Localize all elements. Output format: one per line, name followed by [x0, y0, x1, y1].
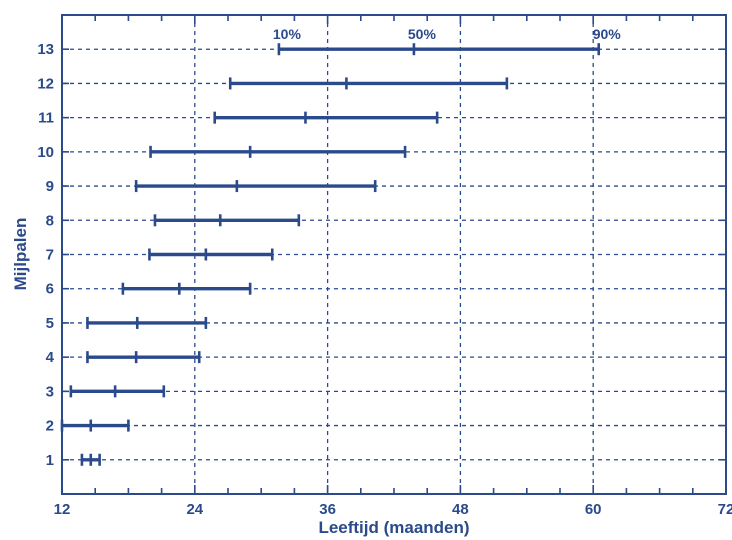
- y-tick-label: 9: [46, 178, 54, 195]
- percentile-label: 10%: [273, 26, 302, 42]
- x-axis-label: Leeftijd (maanden): [318, 518, 469, 537]
- percentile-label: 90%: [593, 26, 622, 42]
- x-tick-label: 60: [585, 501, 602, 518]
- y-tick-label: 5: [46, 315, 54, 332]
- y-tick-label: 13: [37, 41, 54, 58]
- y-tick-label: 4: [46, 349, 55, 366]
- x-tick-label: 36: [319, 501, 336, 518]
- y-tick-label: 1: [46, 452, 54, 469]
- y-tick-label: 12: [37, 75, 54, 92]
- x-tick-label: 24: [186, 501, 203, 518]
- x-tick-label: 72: [718, 501, 732, 518]
- y-tick-label: 3: [46, 383, 54, 400]
- y-axis-label: Mijlpalen: [11, 218, 30, 291]
- y-tick-label: 11: [38, 110, 54, 127]
- x-tick-label: 48: [452, 501, 469, 518]
- y-tick-label: 10: [37, 144, 54, 161]
- percentile-label: 50%: [408, 26, 437, 42]
- x-tick-label: 12: [54, 501, 71, 518]
- y-tick-label: 2: [46, 418, 54, 435]
- y-tick-label: 6: [46, 281, 54, 298]
- y-tick-label: 7: [46, 247, 54, 264]
- y-tick-label: 8: [46, 212, 54, 229]
